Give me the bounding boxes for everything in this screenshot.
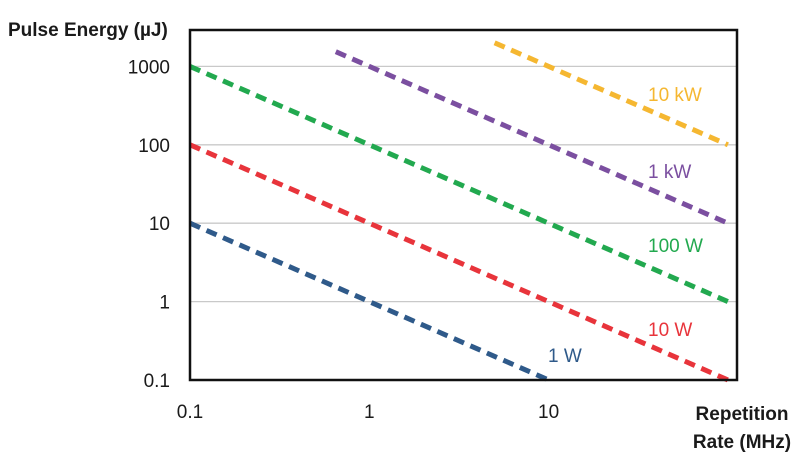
- series-line: [493, 40, 729, 148]
- x-tick-label: 10: [538, 402, 559, 423]
- tick-labels: 0.1 1 10 100 1000 0.1 1 10: [128, 57, 559, 423]
- grid-lines: [190, 65, 737, 303]
- series-label: 100 W: [648, 236, 703, 257]
- x-axis-title-line-1: Repetition: [696, 404, 789, 425]
- series-label: 1 W: [548, 346, 582, 367]
- x-tick-label: 1: [364, 402, 375, 423]
- series-line: [188, 142, 729, 383]
- series-line: [334, 49, 729, 226]
- series-line: [188, 220, 550, 383]
- series-labels: 1 W 10 W 100 W 1 kW 10 kW: [548, 85, 703, 367]
- y-tick-label: 1000: [128, 57, 170, 78]
- y-tick-label: 10: [149, 214, 170, 235]
- series-lines: [188, 40, 729, 383]
- y-tick-label: 0.1: [144, 371, 170, 392]
- y-tick-label: 100: [138, 136, 170, 157]
- plot-frame: [188, 28, 739, 382]
- x-axis-title-line-2: Rate (MHz): [693, 432, 791, 453]
- series-label: 10 kW: [648, 85, 702, 106]
- y-tick-label: 1: [159, 293, 170, 314]
- x-tick-label: 0.1: [177, 402, 203, 423]
- series-label: 10 W: [648, 320, 692, 341]
- series-line: [188, 64, 729, 304]
- y-axis-title: Pulse Energy (µJ): [8, 20, 168, 41]
- series-label: 1 kW: [648, 162, 691, 183]
